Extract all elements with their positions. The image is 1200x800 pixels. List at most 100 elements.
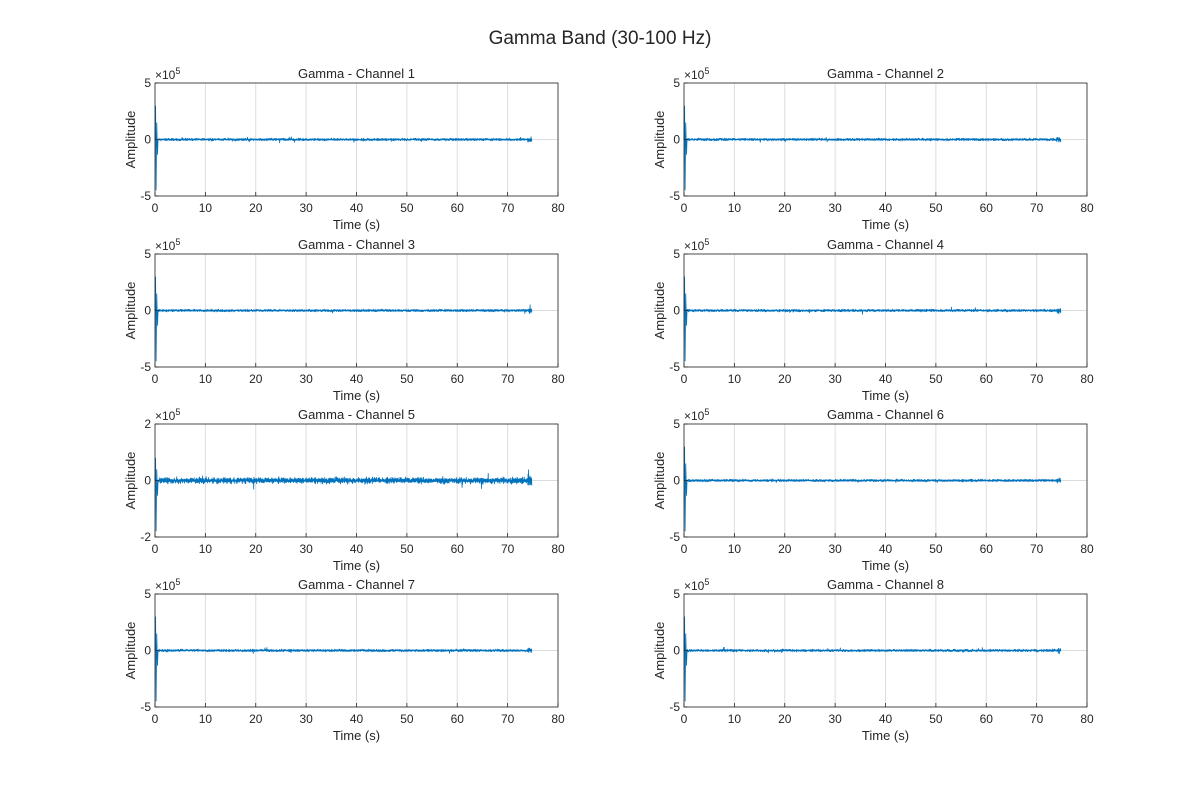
x-tick-label: 80 bbox=[1080, 712, 1094, 726]
x-tick-label: 30 bbox=[299, 372, 313, 386]
x-tick-label: 80 bbox=[551, 542, 565, 556]
y-tick-label: 0 bbox=[144, 133, 151, 147]
y-tick-label: 5 bbox=[144, 587, 151, 601]
x-tick-label: 60 bbox=[980, 372, 994, 386]
subplot-1: 0 10 20 30 40 50 60 70 80-505×105 Gamma - Channel… bbox=[123, 66, 565, 232]
x-tick-label: 70 bbox=[501, 372, 515, 386]
x-tick-label: 30 bbox=[828, 542, 842, 556]
x-tick-label: 80 bbox=[1080, 542, 1094, 556]
x-axis-label: Time (s) bbox=[862, 728, 909, 743]
x-tick-label: 0 bbox=[152, 201, 159, 215]
x-tick-label: 20 bbox=[249, 201, 263, 215]
x-tick-label: 20 bbox=[249, 712, 263, 726]
x-tick-label: 10 bbox=[199, 201, 213, 215]
signal-trace bbox=[154, 105, 533, 191]
y-exponent-label: ×105 bbox=[155, 407, 180, 423]
x-tick-label: 40 bbox=[350, 201, 364, 215]
figure-title: Gamma Band (30-100 Hz) bbox=[488, 28, 712, 49]
x-tick-label: 30 bbox=[828, 372, 842, 386]
y-tick-label: 0 bbox=[144, 474, 151, 488]
x-tick-label: 50 bbox=[400, 542, 414, 556]
subplot-5: 0 10 20 30 40 50 60 70 80-202×105 Gamma - Channel… bbox=[123, 407, 565, 573]
x-tick-label: 70 bbox=[1030, 542, 1044, 556]
x-tick-label: 10 bbox=[728, 372, 742, 386]
x-tick-label: 50 bbox=[400, 201, 414, 215]
y-tick-label: 0 bbox=[144, 644, 151, 658]
x-tick-label: 40 bbox=[350, 542, 364, 556]
subplot-7: 0 10 20 30 40 50 60 70 80-505×105 Gamma - Channel… bbox=[123, 577, 565, 743]
x-tick-label: 40 bbox=[879, 712, 893, 726]
x-tick-label: 70 bbox=[1030, 201, 1044, 215]
x-tick-label: 20 bbox=[778, 712, 792, 726]
x-tick-label: 20 bbox=[778, 372, 792, 386]
x-tick-label: 10 bbox=[199, 372, 213, 386]
x-tick-label: 60 bbox=[451, 201, 465, 215]
x-tick-label: 60 bbox=[980, 712, 994, 726]
y-axis-label: Amplitude bbox=[652, 111, 667, 169]
x-tick-label: 70 bbox=[501, 712, 515, 726]
subplot-title: Gamma - Channel 6 bbox=[827, 407, 944, 422]
x-axis-label: Time (s) bbox=[862, 217, 909, 232]
y-tick-label: 0 bbox=[673, 133, 680, 147]
subplot-title: Gamma - Channel 8 bbox=[827, 577, 944, 592]
y-exponent-label: ×105 bbox=[684, 66, 709, 82]
y-axis-label: Amplitude bbox=[123, 111, 138, 169]
y-exponent-label: ×105 bbox=[155, 577, 180, 593]
signal-trace bbox=[683, 276, 1062, 362]
x-tick-label: 40 bbox=[350, 712, 364, 726]
x-tick-label: 70 bbox=[501, 542, 515, 556]
x-tick-label: 0 bbox=[152, 542, 159, 556]
x-tick-label: 80 bbox=[1080, 372, 1094, 386]
x-tick-label: 10 bbox=[199, 542, 213, 556]
y-tick-label: -5 bbox=[669, 189, 680, 203]
x-tick-label: 0 bbox=[681, 201, 688, 215]
x-tick-label: 20 bbox=[249, 372, 263, 386]
x-tick-label: 30 bbox=[828, 201, 842, 215]
y-exponent-label: ×105 bbox=[684, 577, 709, 593]
x-tick-label: 0 bbox=[681, 372, 688, 386]
x-tick-label: 80 bbox=[551, 712, 565, 726]
y-axis-label: Amplitude bbox=[652, 282, 667, 340]
y-tick-label: 2 bbox=[144, 417, 151, 431]
x-tick-label: 50 bbox=[929, 372, 943, 386]
x-tick-label: 0 bbox=[152, 712, 159, 726]
x-tick-label: 30 bbox=[828, 712, 842, 726]
subplot-title: Gamma - Channel 5 bbox=[298, 407, 415, 422]
x-tick-label: 50 bbox=[400, 372, 414, 386]
x-tick-label: 60 bbox=[980, 201, 994, 215]
x-tick-label: 30 bbox=[299, 201, 313, 215]
subplot-6: 0 10 20 30 40 50 60 70 80-505×105 Gamma - Channel… bbox=[652, 407, 1094, 573]
y-tick-label: 5 bbox=[673, 247, 680, 261]
subplot-title: Gamma - Channel 3 bbox=[298, 237, 415, 252]
y-tick-label: -5 bbox=[140, 700, 151, 714]
x-axis-label: Time (s) bbox=[862, 388, 909, 403]
signal-trace bbox=[154, 276, 533, 362]
x-tick-label: 60 bbox=[451, 542, 465, 556]
subplot-8: 0 10 20 30 40 50 60 70 80-505×105 Gamma - Channel… bbox=[652, 577, 1094, 743]
y-tick-label: 5 bbox=[673, 587, 680, 601]
y-tick-label: -5 bbox=[669, 700, 680, 714]
subplot-title: Gamma - Channel 2 bbox=[827, 66, 944, 81]
x-tick-label: 50 bbox=[929, 201, 943, 215]
x-axis-label: Time (s) bbox=[333, 217, 380, 232]
y-axis-label: Amplitude bbox=[652, 622, 667, 680]
subplot-title: Gamma - Channel 7 bbox=[298, 577, 415, 592]
signal-trace bbox=[683, 616, 1062, 702]
x-axis-label: Time (s) bbox=[862, 558, 909, 573]
x-tick-label: 70 bbox=[501, 201, 515, 215]
subplot-2: 0 10 20 30 40 50 60 70 80-505×105 Gamma - Channel… bbox=[652, 66, 1094, 232]
subplot-title: Gamma - Channel 1 bbox=[298, 66, 415, 81]
x-tick-label: 70 bbox=[1030, 712, 1044, 726]
x-tick-label: 10 bbox=[199, 712, 213, 726]
x-axis-label: Time (s) bbox=[333, 388, 380, 403]
y-exponent-label: ×105 bbox=[155, 237, 180, 253]
y-tick-label: 0 bbox=[673, 474, 680, 488]
x-tick-label: 50 bbox=[929, 542, 943, 556]
y-tick-label: 5 bbox=[144, 76, 151, 90]
x-tick-label: 0 bbox=[152, 372, 159, 386]
subplot-title: Gamma - Channel 4 bbox=[827, 237, 944, 252]
x-tick-label: 10 bbox=[728, 542, 742, 556]
x-tick-label: 10 bbox=[728, 712, 742, 726]
y-axis-label: Amplitude bbox=[652, 452, 667, 510]
x-tick-label: 0 bbox=[681, 712, 688, 726]
